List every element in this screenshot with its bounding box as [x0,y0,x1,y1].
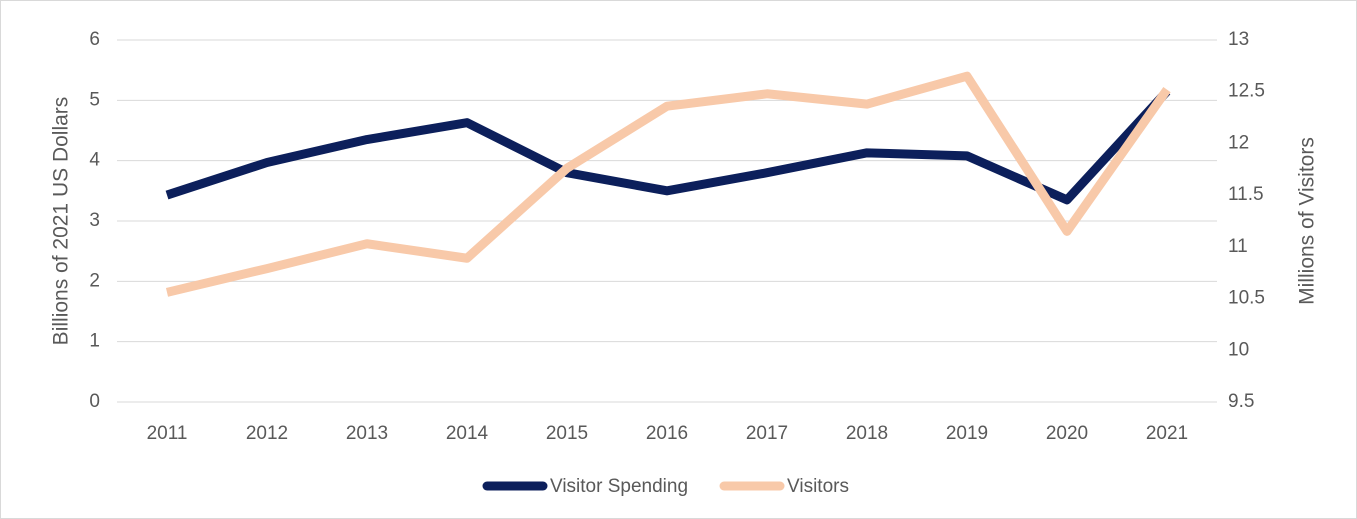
x-tick-label: 2015 [546,423,588,444]
y-tick-label: 2 [89,270,100,291]
y2-tick-label: 12 [1228,132,1249,153]
y2-tick-label: 10.5 [1228,288,1265,309]
x-tick-label: 2016 [646,423,688,444]
x-tick-label: 2014 [446,423,489,444]
y-tick-label: 1 [89,331,100,352]
y-tick-label: 5 [89,89,100,110]
y2-tick-label: 10 [1228,339,1249,360]
x-tick-label: 2012 [246,423,288,444]
x-tick-label: 2018 [846,423,888,444]
y-tick-label: 4 [89,150,100,171]
x-tick-label: 2020 [1046,423,1088,444]
x-tick-label: 2013 [346,423,388,444]
y2-tick-label: 9.5 [1228,391,1254,412]
x-tick-label: 2019 [946,423,988,444]
x-tick-label: 2017 [746,423,788,444]
y-axis-title: Billions of 2021 US Dollars [50,97,73,346]
y-tick-label: 6 [89,29,100,50]
y2-axis-title: Millions of Visitors [1296,137,1319,305]
y-tick-label: 0 [89,391,100,412]
line-series [165,88,1171,205]
y2-tick-label: 13 [1228,29,1249,50]
legend-label: Visitors [787,476,849,497]
legend-label: Visitor Spending [550,476,688,497]
y-tick-label: 3 [89,210,100,231]
x-tick-label: 2021 [1146,423,1188,444]
x-tick-label: 2011 [147,423,188,444]
y2-tick-label: 11.5 [1228,184,1264,205]
y2-tick-label: 12.5 [1228,81,1265,102]
y2-tick-label: 11 [1228,236,1248,257]
line-series [165,71,1171,297]
